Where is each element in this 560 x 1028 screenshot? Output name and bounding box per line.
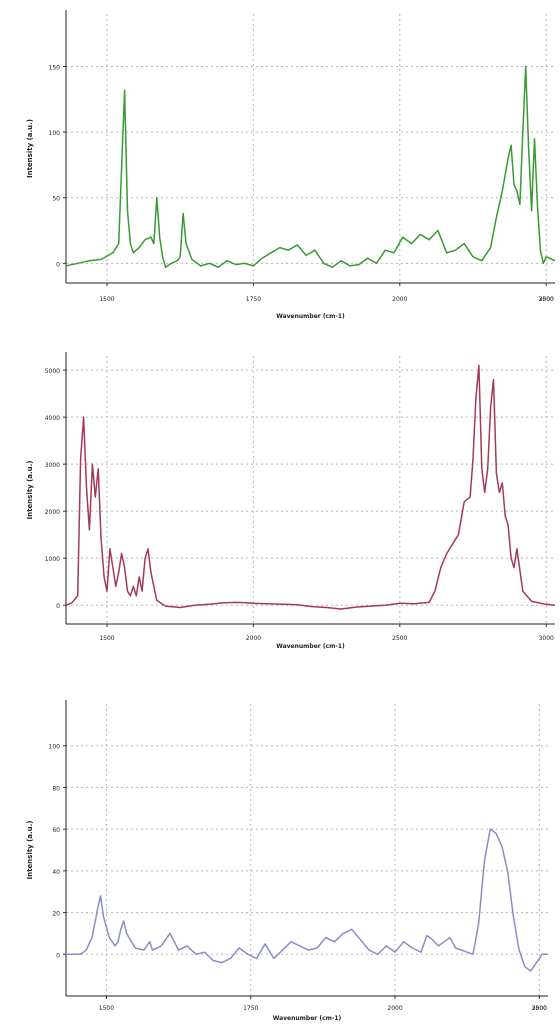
y-axis-label: Intensity (a.u.) (26, 460, 34, 519)
y-tick-label: 3000 (45, 462, 60, 469)
x-tick-label: 1500 (99, 635, 114, 642)
x-tick-label: 3000 (539, 635, 554, 642)
y-tick-label: 150 (49, 64, 61, 71)
spectrum-panel-red: 0 1000 2000 3000 4000 5000 1500 2000 2500 3000 Int… (0, 342, 560, 677)
y-tick-label: 20 (52, 911, 60, 918)
y-tick-label: 1000 (45, 556, 60, 563)
x-tick-label: 3000 (539, 296, 554, 303)
spectrum-panel-green: 0 50 100 150 1500 1750 2000 2500 3000 Intensity (… (0, 0, 560, 335)
y-tick-label: 0 (56, 952, 60, 959)
y-tick-label: 4000 (45, 415, 60, 422)
x-tick-label: 2000 (387, 1005, 402, 1012)
y-axis-label: Intensity (a.u.) (26, 119, 34, 178)
x-axis-label: Wavenumber (cm-1) (276, 313, 345, 320)
spectrum-line (65, 65, 556, 269)
spectrum-line (66, 828, 548, 972)
x-tick-label: 3000 (532, 1005, 547, 1012)
y-axis-label: Intensity (a.u.) (26, 820, 34, 879)
y-tick-label: 5000 (45, 368, 60, 375)
y-tick-label: 2000 (45, 509, 60, 516)
y-tick-label: 0 (56, 603, 60, 610)
y-tick-label: 60 (52, 827, 60, 834)
spectrum-panel-blue: 0 20 40 60 80 100 1500 1750 2000 2500 3000 Intensit… (0, 684, 560, 1022)
x-tick-label: 2500 (392, 635, 407, 642)
y-tick-label: 100 (49, 744, 61, 751)
x-axis-label: Wavenumber (cm-1) (273, 1015, 342, 1022)
chart-1: 0 1000 2000 3000 4000 5000 1500 2000 2500 3000 Int… (26, 352, 556, 650)
x-tick-label: 2000 (392, 296, 407, 303)
y-tick-label: 0 (56, 261, 60, 268)
y-tick-label: 100 (49, 130, 61, 137)
x-tick-label: 1500 (99, 296, 114, 303)
x-tick-label: 2000 (246, 635, 261, 642)
spectrum-line (65, 364, 556, 610)
x-tick-label: 2500 (532, 1005, 547, 1012)
y-tick-label: 50 (52, 196, 60, 203)
x-tick-label: 1500 (99, 1005, 114, 1012)
x-tick-label: 1750 (243, 1005, 258, 1012)
x-tick-label: 2500 (539, 296, 554, 303)
x-tick-label: 1750 (246, 296, 261, 303)
y-tick-label: 80 (52, 785, 60, 792)
y-tick-label: 40 (52, 869, 60, 876)
x-axis-label: Wavenumber (cm-1) (276, 643, 345, 650)
